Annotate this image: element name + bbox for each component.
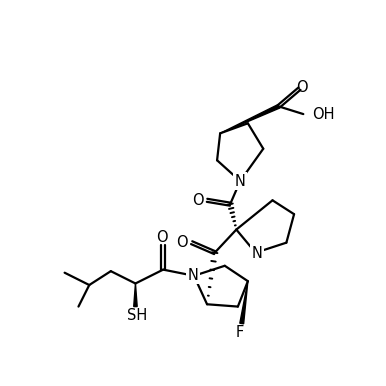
Text: O: O [192,193,204,208]
Polygon shape [134,283,137,306]
Text: O: O [156,230,168,245]
Polygon shape [240,281,248,324]
Text: N: N [235,174,245,189]
Text: N: N [188,267,199,283]
Polygon shape [220,105,279,133]
Text: O: O [296,80,308,95]
Text: OH: OH [313,107,335,122]
Text: F: F [236,325,244,340]
Text: N: N [252,246,262,261]
Text: O: O [177,235,188,250]
Text: SH: SH [127,308,147,323]
